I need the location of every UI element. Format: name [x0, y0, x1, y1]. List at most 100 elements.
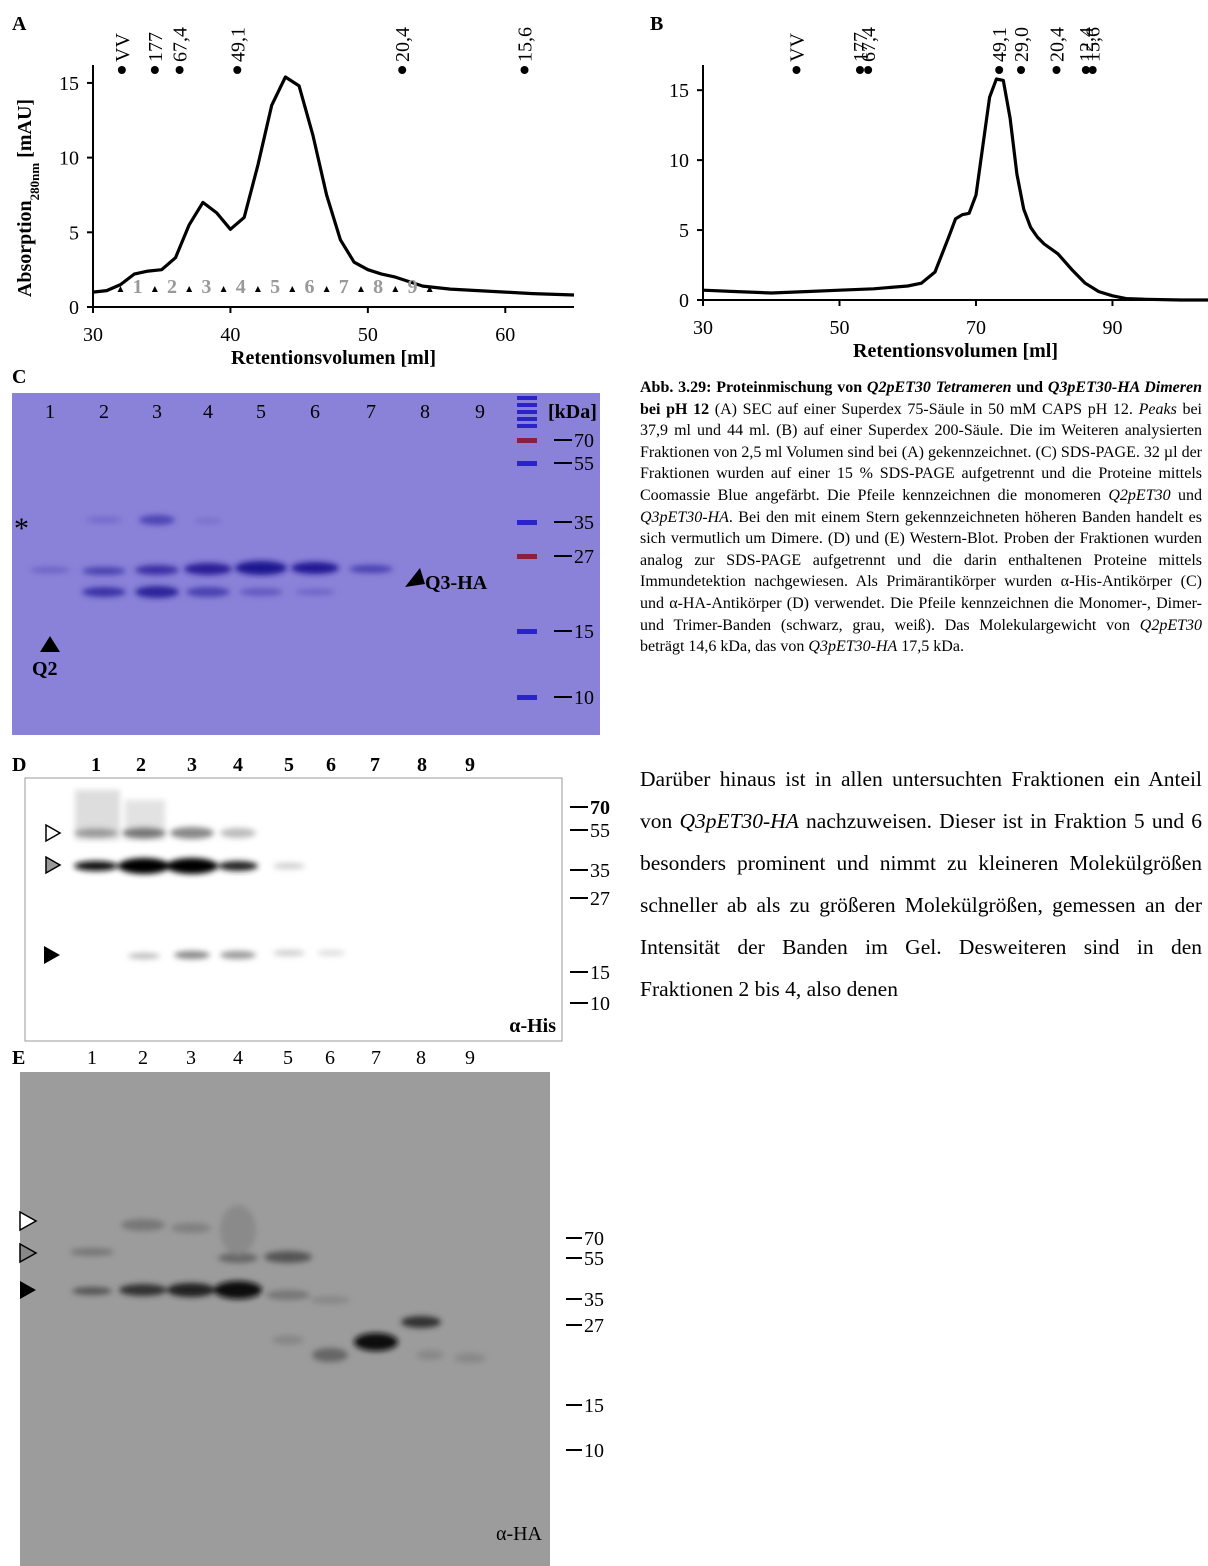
y-tick-label: 5: [679, 220, 689, 242]
marker-dot: [520, 66, 529, 74]
fraction-marker: [117, 286, 124, 293]
fraction-label: 1: [133, 276, 143, 298]
antibody-label: α-His: [509, 1015, 556, 1037]
y-axis-title-part: Absorption: [14, 200, 36, 297]
fraction-marker: [426, 286, 433, 293]
kda-label: 35: [574, 512, 594, 534]
panel-letter: B: [650, 13, 663, 35]
text-run: Abb. 3.29: Proteinmischung von: [640, 379, 867, 396]
marker-dot: [233, 66, 242, 74]
fraction-marker: [254, 286, 261, 293]
marker-label: VV: [786, 33, 808, 62]
text-run: . Bei den mit einem Stern gekennzeichnet…: [640, 508, 1202, 634]
marker-dot: [855, 66, 864, 74]
x-tick-label: 30: [693, 317, 713, 339]
fraction-label: 4: [236, 276, 246, 298]
text-run: Peaks: [1138, 400, 1177, 418]
kda-label: 55: [590, 820, 610, 842]
kda-label: 15: [574, 621, 594, 643]
fraction-label: 2: [167, 276, 177, 298]
band-annotation: Q3-HA: [425, 572, 488, 594]
bands: [74, 790, 345, 959]
y-tick-label: 10: [59, 148, 79, 170]
lane-label: 7: [371, 1047, 381, 1069]
lane-label: 3: [187, 754, 197, 776]
kda-labels: 70 55 35 27 15 10: [570, 797, 610, 1015]
marker-dot: [1052, 66, 1061, 74]
marker-dot: [398, 66, 407, 74]
antibody-label: α-HA: [496, 1523, 543, 1545]
x-tick-label: 50: [829, 317, 849, 339]
marker-label: 49,1: [227, 27, 249, 62]
text-run: nachzuweisen. Dieser ist in Fraktion 5 u…: [640, 809, 1203, 1001]
kda-header: [kDa]: [548, 401, 597, 423]
text-run: 17,5 kDa.: [897, 638, 964, 656]
arrow: [19, 1210, 38, 1232]
kda-label: 10: [584, 1440, 604, 1462]
lane-label: 3: [152, 401, 162, 423]
lane-label: 2: [136, 754, 146, 776]
x-tick-label: 70: [966, 317, 986, 339]
fraction-label: 9: [408, 276, 418, 298]
fraction-marker: [289, 286, 296, 293]
lane-label: 6: [325, 1047, 335, 1069]
marker-label: 12,4: [1076, 27, 1098, 62]
arrow: [44, 946, 60, 964]
fraction-marker: [357, 286, 364, 293]
caption-title: Abb. 3.29: Proteinmischung von Q2pET30 T…: [640, 379, 1202, 418]
text-run: Darüber hinaus ist in allen untersuchten…: [640, 767, 1202, 833]
caption-body: (A) SEC auf einer Superdex 75-Säule in 5…: [640, 401, 1202, 656]
text-run: bei 37,9 ml und 44 ml. (B) auf einer Sup…: [640, 400, 1202, 504]
ladder: [517, 396, 537, 700]
fraction-label: 3: [201, 276, 211, 298]
lane-label: 4: [203, 401, 213, 423]
y-axis-title-subscript: 280nm: [27, 163, 42, 201]
kda-label: 55: [574, 453, 594, 475]
lane-label: 1: [45, 401, 55, 423]
lane-label: 9: [465, 1047, 475, 1069]
text-run: beträgt 14,6 kDa, das von: [640, 638, 809, 656]
text-run: Q3pET30-HA: [640, 508, 729, 526]
fraction-label: 5: [270, 276, 280, 298]
marker-dot: [1088, 66, 1097, 74]
marker-label: 67,4: [170, 27, 192, 62]
x-tick-label: 30: [83, 324, 103, 346]
kda-label: 70: [590, 797, 610, 819]
kda-label: 27: [584, 1315, 604, 1337]
blot-d: D 1 2 3 4 5 6 7 8 9 70 55 35 27 15 10 α-…: [12, 754, 610, 1042]
y-tick-label: 0: [679, 290, 689, 312]
kda-label: 27: [574, 546, 594, 568]
text-run: Q2pET30: [1108, 486, 1171, 504]
gel-c: C 1 2 3 4 5 6 7 8 9 [kDa] 70 55 35 27 15…: [12, 366, 600, 735]
marker-label: 177: [145, 32, 167, 62]
marker-label: 20,4: [1047, 27, 1069, 62]
text-run: bei pH 12: [640, 400, 710, 418]
lane-label: 5: [284, 754, 294, 776]
lane-label: 6: [326, 754, 336, 776]
panel-letter: E: [12, 1047, 25, 1069]
marker-dot: [864, 66, 873, 74]
lane-label: 6: [310, 401, 320, 423]
lane-label: 9: [475, 401, 485, 423]
body-text: Darüber hinaus ist in allen untersuchten…: [640, 758, 1202, 1010]
arrow: [19, 1242, 38, 1264]
y-axis-title-unit: [mAU]: [14, 99, 36, 163]
lane-label: 4: [233, 1047, 243, 1069]
curve: [702, 77, 1208, 302]
marker-dot: [792, 66, 801, 74]
lane-label: 1: [87, 1047, 97, 1069]
marker-label: 177: [850, 32, 872, 62]
band-annotation: Q2: [32, 658, 58, 680]
panel-letter: D: [12, 754, 26, 776]
lane-label: 7: [370, 754, 380, 776]
marker-label: 15,6: [1083, 27, 1105, 62]
lane-label: 5: [256, 401, 266, 423]
kda-label: 55: [584, 1248, 604, 1270]
kda-label: 35: [590, 860, 610, 882]
blot-e: E 1 2 3 4 5 6 7 8 9 70 55 35 27 15 10 α-…: [12, 1047, 604, 1566]
kda-label: 10: [590, 993, 610, 1015]
lane-label: 4: [233, 754, 243, 776]
star-annotation: *: [14, 512, 29, 545]
